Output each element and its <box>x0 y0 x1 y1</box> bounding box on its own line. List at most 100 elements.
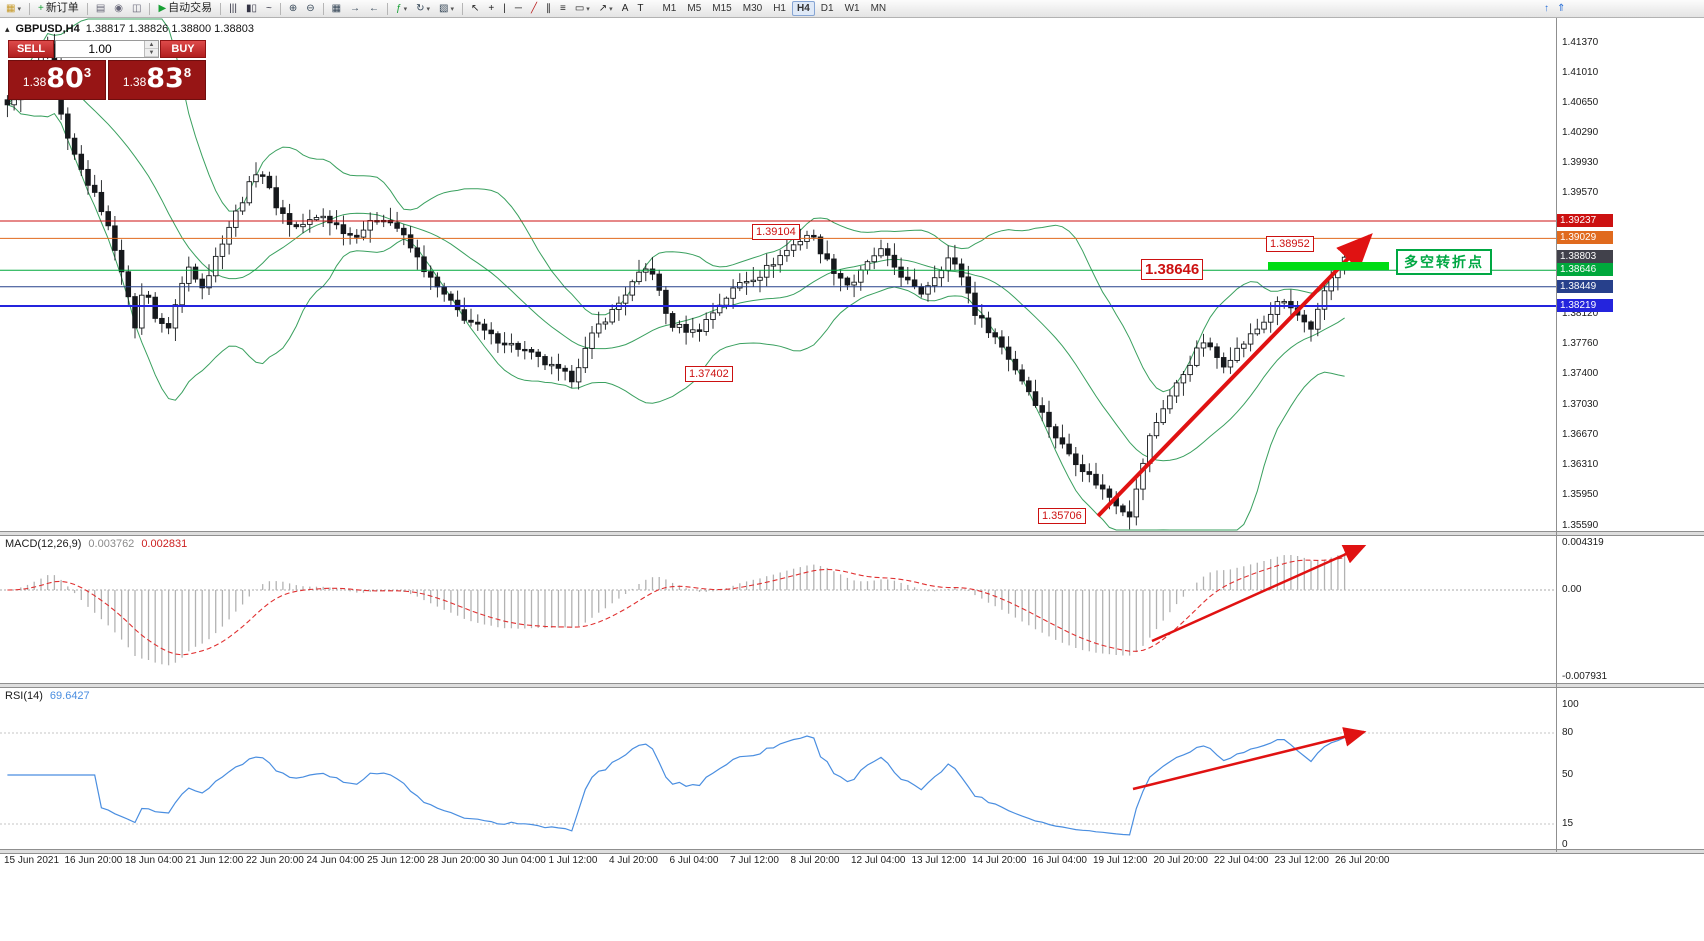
time-axis-label: 22 Jun 20:00 <box>246 855 304 866</box>
scroll-up-button[interactable]: ↑ <box>1540 0 1553 17</box>
zoom-in-button-icon: ⊕ <box>288 3 298 14</box>
indicators-button[interactable]: ƒ ▾ <box>392 0 411 17</box>
macd-signal-value: 0.002831 <box>141 538 188 550</box>
fibonacci-tool[interactable]: ≡ <box>556 0 570 17</box>
rsi-indicator-title: RSI(14) 69.6427 <box>5 690 90 702</box>
toolbar-separator <box>149 2 151 15</box>
volume-decrease-button[interactable]: ▼ <box>145 49 158 57</box>
time-axis-label: 7 Jul 12:00 <box>730 855 779 866</box>
cursor-tool-icon: ↖ <box>471 3 480 14</box>
time-axis: 15 Jun 2021 16 Jun 20:00 18 Jun 04:00 21 Ju… <box>0 853 1556 868</box>
text-label-tool-icon: T <box>637 3 644 14</box>
print-preview-button[interactable]: ◉ <box>110 0 127 17</box>
time-axis-label: 14 Jul 20:00 <box>972 855 1027 866</box>
timeframe-m5-button[interactable]: M5 <box>687 3 702 14</box>
templates-button[interactable]: ▧ ▾ <box>435 0 458 17</box>
timeframe-m15-button[interactable]: M15 <box>712 3 732 14</box>
toolbar-separator <box>220 2 222 15</box>
chart-ohlc-readout: ▴ GBPUSD,H4 1.38817 1.38826 1.38800 1.38… <box>5 23 254 35</box>
autotrade-button[interactable]: ▶ 自动交易 <box>154 0 216 17</box>
trendline-tool[interactable]: ╱ <box>527 0 541 17</box>
arrows-tool[interactable]: ↗ ▾ <box>595 0 617 17</box>
time-axis-label: 12 Jul 04:00 <box>851 855 906 866</box>
ohlc-values: 1.38817 1.38826 1.38800 1.38803 <box>85 23 254 35</box>
bid-pip-digit: 3 <box>83 65 92 80</box>
time-axis-label: 8 Jul 20:00 <box>790 855 840 866</box>
zoom-in-button[interactable]: ⊕ <box>285 0 301 17</box>
vertical-line-tool[interactable]: | <box>499 0 510 17</box>
timeframe-w1-button[interactable]: W1 <box>844 3 860 14</box>
ask-price-display[interactable]: 1.38 83 8 <box>108 60 206 100</box>
macd-indicator-title: MACD(12,26,9) 0.003762 0.002831 <box>5 538 187 550</box>
timeframe-d1-button[interactable]: D1 <box>820 3 834 14</box>
snapshot-button[interactable]: ◫ <box>128 0 145 17</box>
time-axis-label: 13 Jul 12:00 <box>911 855 967 866</box>
toolbar-separator <box>86 2 88 15</box>
trendline-tool-icon: ╱ <box>530 3 537 14</box>
time-axis-label: 18 Jun 04:00 <box>125 855 183 866</box>
timeframe-h4-button[interactable]: H4 <box>791 1 815 16</box>
toolbar-separator <box>28 2 30 15</box>
quick-nav-button[interactable]: ⇑ <box>1553 0 1569 17</box>
autotrade-button-label: 自动交易 <box>168 2 213 14</box>
volume-input[interactable] <box>56 41 144 57</box>
channel-tool[interactable]: ∥ <box>542 0 555 17</box>
timeframe-m1-button[interactable]: M1 <box>662 3 677 14</box>
zoom-out-button[interactable]: ⊖ <box>302 0 318 17</box>
cursor-tool[interactable]: ↖ <box>467 0 483 17</box>
candlestick-chart-button[interactable]: ▮▯ <box>242 0 261 17</box>
volume-box: ▲ ▼ <box>55 40 159 58</box>
auto-scroll-button[interactable]: → <box>346 0 364 17</box>
periods-button-icon: ↻ <box>416 3 425 14</box>
toolbar-button-group: ▦ ▾ + 新订单 ▤ ◉ ◫ ▶ 自动交易 ||| ▮▯ ~ ⊕ ⊖ ▦ → ← ƒ ▾ ↻ ▾ ▧ ▾ ↖ + | ─ ╱ ∥ ≡ ▭ ▾… <box>2 0 647 17</box>
trend-arrows <box>1096 233 1373 791</box>
ask-big-digits: 83 <box>146 63 184 94</box>
tile-windows-button[interactable]: ▦ <box>328 0 345 17</box>
new-order-button-label: 新订单 <box>45 2 79 14</box>
shapes-tool[interactable]: ▭ ▾ <box>571 0 594 17</box>
arrows-tool-caret-icon: ▾ <box>609 5 613 13</box>
text-tool[interactable]: A <box>618 0 633 17</box>
time-axis-label: 22 Jul 04:00 <box>1214 855 1269 866</box>
vertical-line-tool-icon: | <box>503 3 506 14</box>
panel-separator[interactable] <box>0 683 1704 688</box>
rsi-value: 69.6427 <box>49 690 90 702</box>
chart-shift-button[interactable]: ← <box>365 0 383 17</box>
new-order-button[interactable]: + 新订单 <box>34 0 83 17</box>
templates-button-caret-icon: ▾ <box>450 5 454 13</box>
candlestick-chart-button-icon: ▮▯ <box>245 3 257 14</box>
time-axis-label: 26 Jul 20:00 <box>1335 855 1390 866</box>
bars-chart-button-icon: ||| <box>229 3 237 14</box>
quick-nav-button-icon: ⇑ <box>1557 3 1566 14</box>
toolbar-separator <box>387 2 389 15</box>
sell-button[interactable]: SELL <box>8 40 54 58</box>
line-chart-button-icon: ~ <box>265 3 272 14</box>
print-button[interactable]: ▤ <box>92 0 109 17</box>
new-chart-button[interactable]: ▦ ▾ <box>2 0 25 17</box>
bid-price-display[interactable]: 1.38 80 3 <box>8 60 106 100</box>
one-click-panel-toggle-icon[interactable]: ▴ <box>5 23 10 34</box>
periods-button[interactable]: ↻ ▾ <box>412 0 434 17</box>
time-axis-label: 1 Jul 12:00 <box>548 855 598 866</box>
new-chart-button-icon: ▦ <box>6 3 16 14</box>
horizontal-line-tool-icon: ─ <box>514 3 522 14</box>
print-button-icon: ▤ <box>95 3 106 14</box>
panel-separator[interactable] <box>0 531 1704 536</box>
time-axis-label: 24 Jun 04:00 <box>306 855 365 866</box>
toolbar-separator <box>462 2 463 15</box>
bars-chart-button[interactable]: ||| <box>225 0 241 17</box>
timeframe-h1-button[interactable]: H1 <box>773 3 786 14</box>
timeframe-m30-button[interactable]: M30 <box>742 3 763 14</box>
text-label-tool[interactable]: T <box>633 0 647 17</box>
crosshair-tool[interactable]: + <box>484 0 498 17</box>
horizontal-line-tool[interactable]: ─ <box>511 0 526 17</box>
buy-button[interactable]: BUY <box>160 40 206 58</box>
macd-title-text: MACD(12,26,9) <box>5 538 82 550</box>
line-chart-button[interactable]: ~ <box>262 0 276 17</box>
panel-separator[interactable] <box>0 849 1704 854</box>
timeframe-mn-button[interactable]: MN <box>870 3 887 14</box>
toolbar-separator <box>279 2 281 15</box>
volume-increase-button[interactable]: ▲ <box>145 41 158 49</box>
